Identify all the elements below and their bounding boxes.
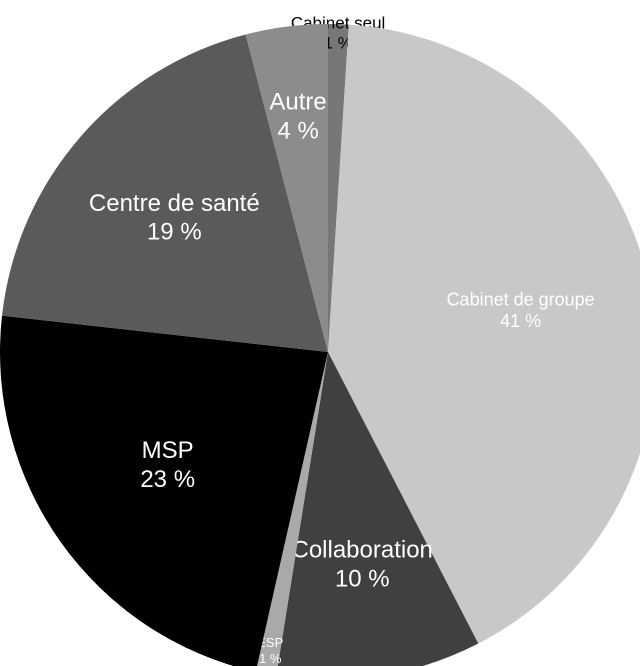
- slice-value: 1 %: [323, 34, 352, 53]
- pie-slice: [328, 24, 349, 352]
- slice-label: ESP: [257, 635, 283, 650]
- pie-slice: [2, 34, 328, 353]
- pie-slice: [0, 315, 328, 666]
- slice-value: 1 %: [259, 651, 282, 666]
- slice-value: 19 %: [147, 219, 202, 246]
- pie-slice: [277, 352, 479, 666]
- pie-slice: [245, 24, 328, 352]
- slice-label: Autre: [269, 89, 326, 116]
- slice-value: 4 %: [277, 117, 318, 144]
- slice-label: Centre de santé: [89, 190, 260, 217]
- slice-value: 41 %: [500, 311, 541, 331]
- slice-label: Collaboration: [291, 537, 432, 564]
- slice-value: 23 %: [140, 466, 195, 493]
- slice-value: 10 %: [335, 566, 390, 593]
- slice-label: Cabinet de groupe: [447, 290, 595, 310]
- pie-slice: [328, 24, 640, 644]
- slice-label: MSP: [142, 437, 194, 464]
